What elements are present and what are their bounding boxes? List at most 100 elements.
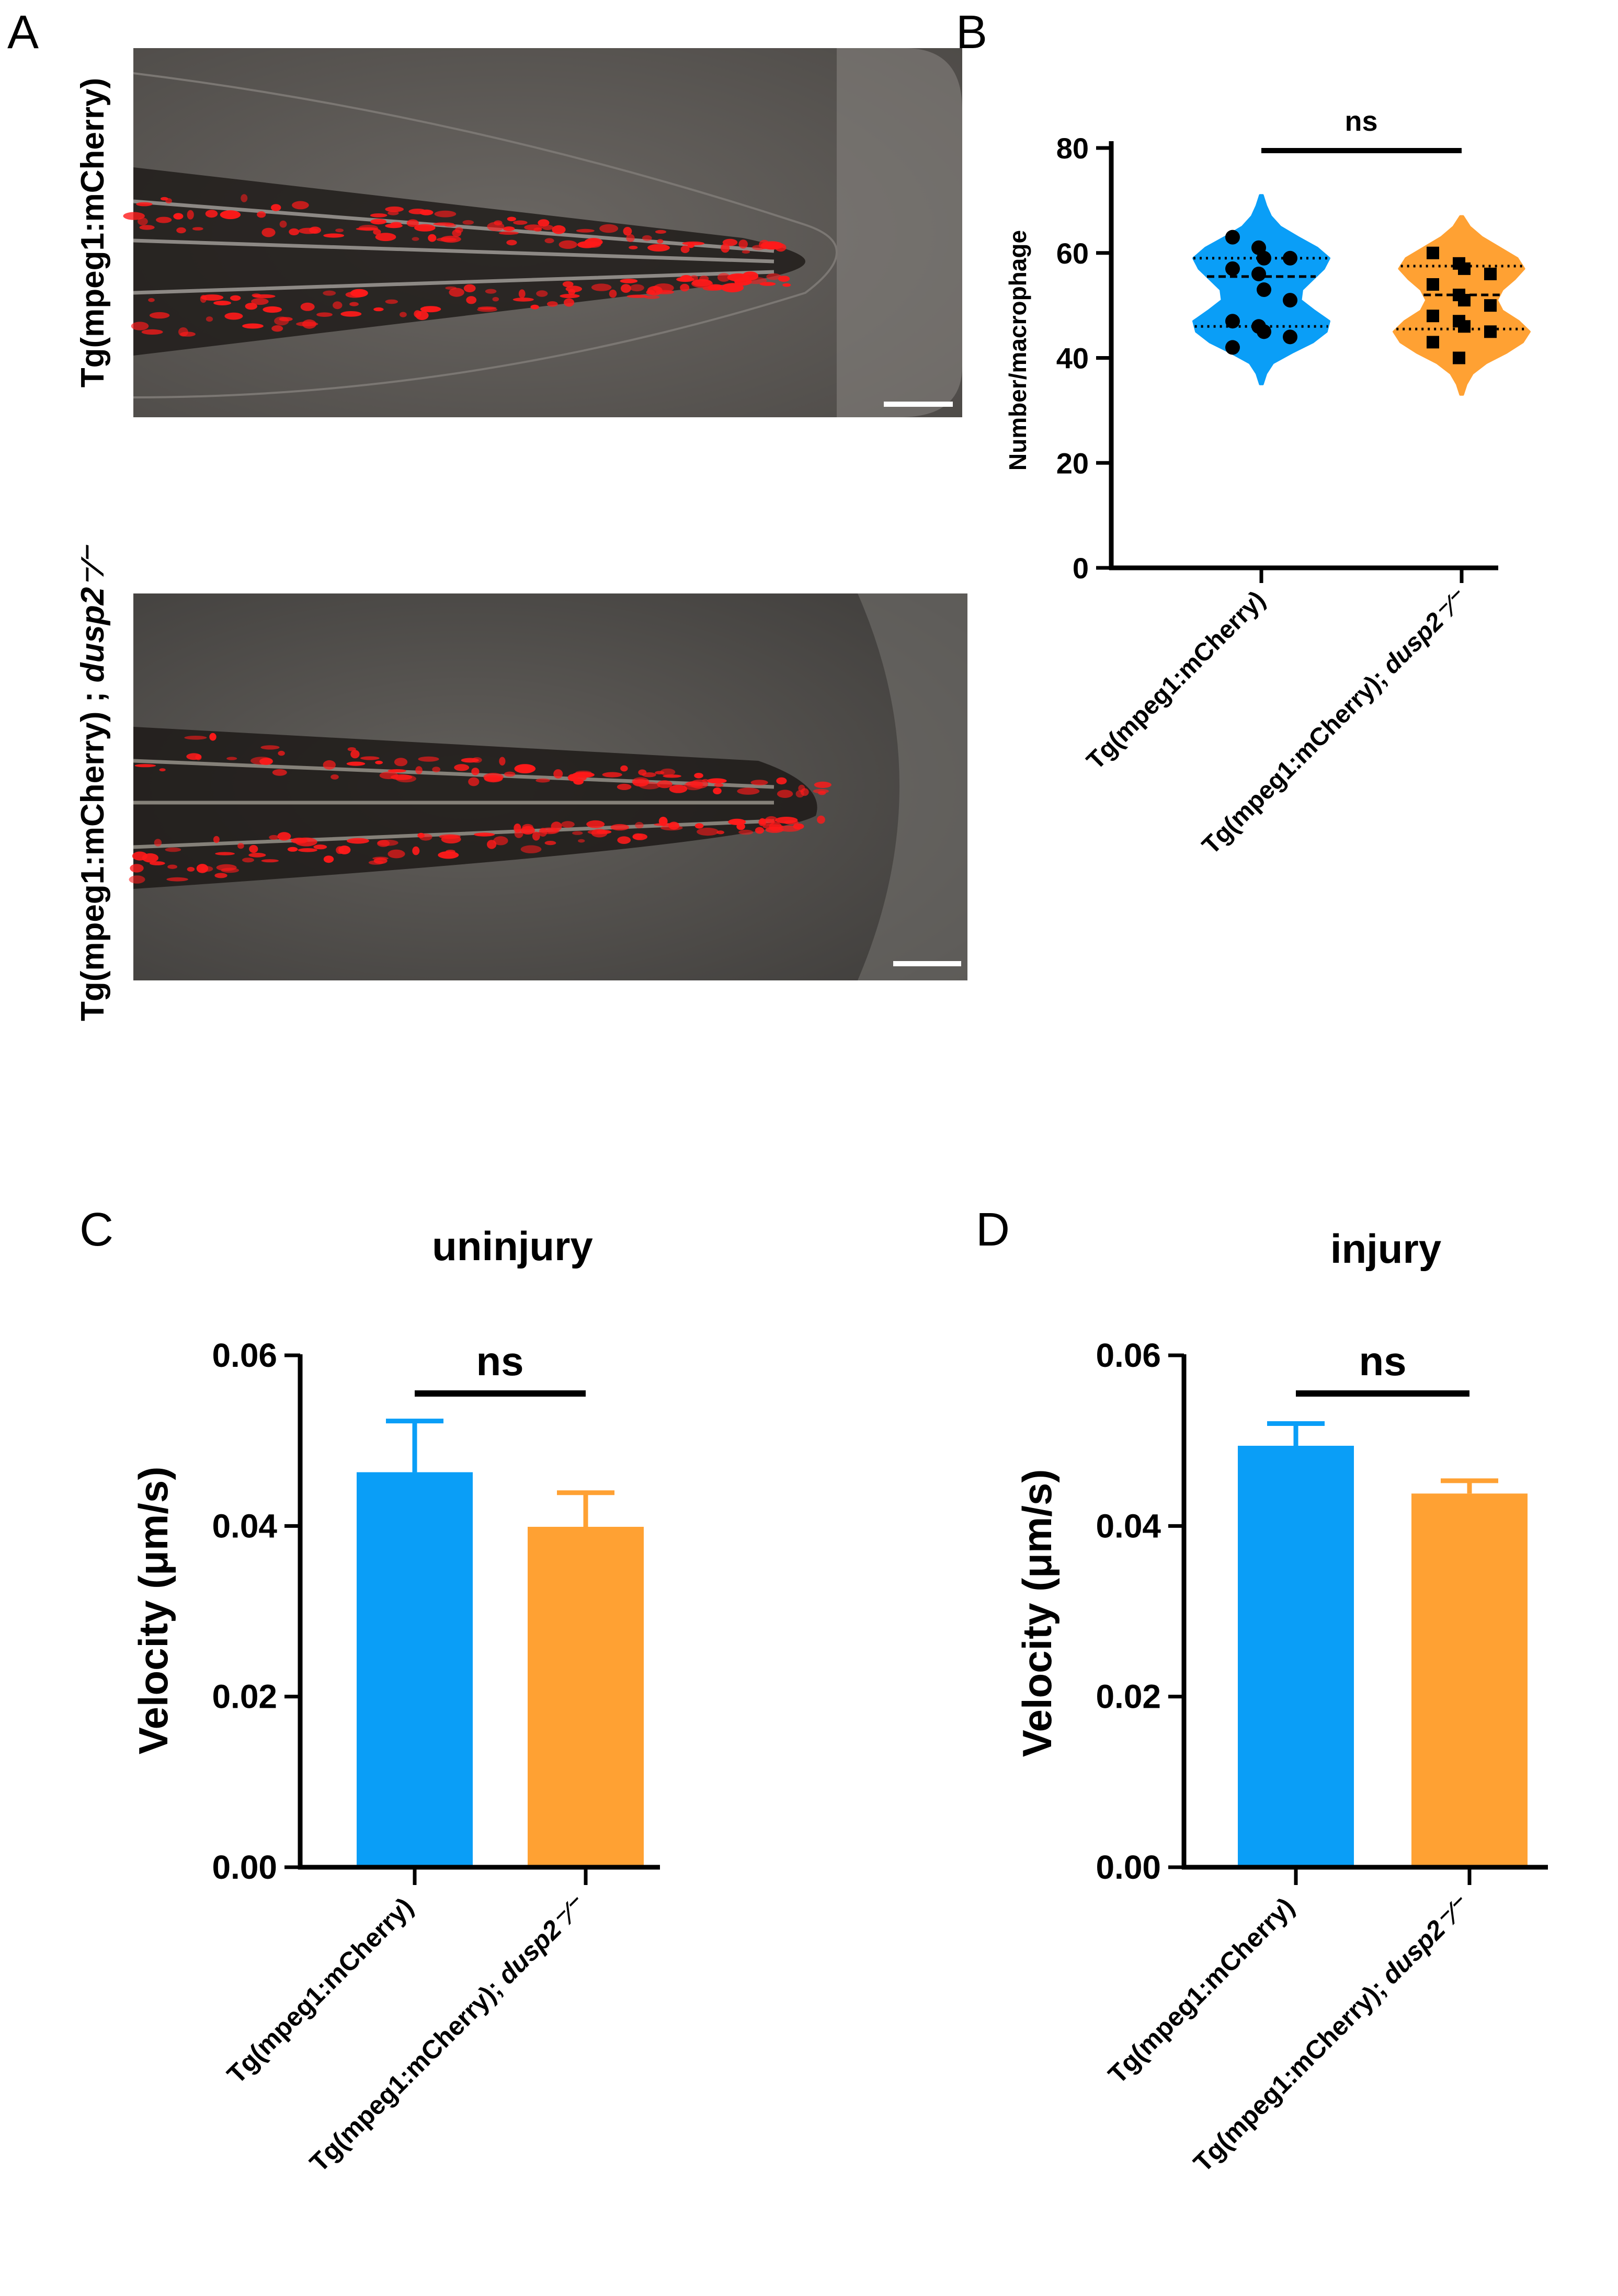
macrophage-spot	[220, 210, 241, 220]
macrophage-spot	[346, 761, 366, 766]
macrophage-spot	[609, 289, 617, 298]
macrophage-spot	[428, 234, 437, 242]
macrophage-spot	[544, 841, 556, 846]
chart-b: 0 20 40 60 80 Number/macrophage ns Tg(mpeg1:…	[1004, 106, 1531, 860]
category-label: Tg(mpeg1:mCherry); dusp2⁻∕⁻	[1188, 1890, 1475, 2178]
row-label-wildtype: Tg(mpeg1:mCherry)	[75, 78, 111, 388]
bar	[528, 1526, 644, 1867]
macrophage-spot	[717, 273, 731, 282]
macrophage-spot	[484, 775, 503, 783]
macrophage-spot	[196, 864, 209, 873]
macrophage-spot	[713, 787, 722, 795]
macrophage-spot	[441, 835, 461, 844]
macrophage-spot	[814, 781, 831, 788]
y-axis-label: Velocity (μm/s)	[1014, 1469, 1060, 1757]
macrophage-spot	[136, 202, 153, 207]
macrophage-spot	[375, 233, 396, 242]
macrophage-spot	[750, 780, 768, 785]
macrophage-spot	[518, 289, 526, 299]
macrophage-spot	[655, 230, 667, 234]
macrophage-spot	[205, 210, 218, 218]
macrophage-spot	[544, 238, 554, 244]
bar	[357, 1472, 473, 1867]
macrophage-spot	[129, 875, 145, 884]
macrophage-spot	[187, 210, 194, 220]
macrophage-spot	[647, 244, 670, 252]
macrophage-spot	[192, 227, 203, 231]
macrophage-spot	[358, 225, 378, 231]
macrophage-spot	[139, 225, 155, 230]
macrophage-spot	[394, 758, 408, 767]
data-point	[1283, 329, 1297, 345]
macrophage-spot	[535, 778, 550, 783]
significance-label: ns	[1359, 1338, 1406, 1384]
macrophage-spot	[765, 816, 778, 823]
macrophage-spot	[817, 815, 825, 824]
macrophage-spot	[251, 298, 269, 305]
macrophage-spot	[532, 831, 540, 841]
macrophage-spot	[559, 240, 577, 249]
data-point	[1484, 325, 1497, 338]
macrophage-spot	[350, 750, 360, 759]
macrophage-spot	[620, 279, 638, 283]
macrophage-spot	[562, 281, 574, 288]
macrophage-spot	[271, 204, 281, 211]
macrophage-spot	[620, 765, 628, 772]
category-label: Tg(mpeg1:mCherry); dusp2⁻∕⁻	[304, 1890, 591, 2178]
macrophage-spot	[638, 769, 647, 775]
macrophage-spot	[563, 298, 575, 307]
macrophage-spot	[206, 316, 213, 322]
macrophage-spot	[226, 757, 237, 760]
macrophage-spot	[248, 852, 266, 858]
macrophage-spot	[463, 284, 476, 292]
data-point	[1453, 351, 1465, 364]
macrophage-spot	[420, 306, 441, 313]
macrophage-spot	[180, 332, 196, 337]
macrophage-spot	[487, 840, 497, 849]
macrophage-spot	[335, 229, 344, 233]
macrophage-spot	[296, 322, 318, 327]
macrophage-spot	[660, 768, 676, 776]
macrophage-spot	[360, 756, 380, 760]
macrophage-signal	[129, 733, 831, 884]
macrophage-spot	[323, 233, 345, 238]
macrophage-spot	[390, 774, 413, 780]
macrophage-spot	[455, 227, 463, 233]
data-point	[1458, 294, 1471, 307]
macrophage-spot	[130, 864, 144, 873]
macrophage-spot	[200, 294, 207, 303]
macrophage-spot	[263, 306, 282, 313]
macrophage-spot	[347, 838, 369, 844]
macrophage-spot	[156, 216, 172, 223]
macrophage-spot	[586, 820, 605, 828]
macrophage-spot	[214, 873, 227, 878]
macrophage-spot	[260, 745, 280, 750]
macrophage-spot	[215, 852, 235, 855]
macrophage-spot	[462, 220, 474, 225]
macrophage-spot	[546, 301, 558, 307]
macrophage-spot	[349, 302, 359, 306]
macrophage-spot	[656, 290, 674, 294]
macrophage-spot	[388, 849, 405, 859]
macrophage-spot	[485, 289, 497, 294]
macrophage-spot	[699, 276, 709, 282]
data-point	[1251, 266, 1266, 281]
macrophage-spot	[632, 833, 647, 840]
macrophage-spot	[610, 824, 629, 831]
chart-title: uninjury	[432, 1223, 593, 1269]
macrophage-spot	[738, 829, 754, 835]
macrophage-spot	[782, 283, 791, 287]
y-tick-label: 20	[1056, 447, 1089, 479]
macrophage-spot	[572, 772, 595, 778]
macrophage-spot	[536, 290, 548, 297]
data-point	[1458, 320, 1471, 333]
macrophage-spot	[375, 760, 383, 764]
macrophage-spot	[702, 286, 720, 291]
macrophage-spot	[385, 223, 403, 229]
macrophage-spot	[694, 773, 703, 779]
macrophage-spot	[370, 219, 387, 225]
macrophage-spot	[737, 787, 760, 795]
macrophage-spot	[477, 306, 497, 310]
significance-label: ns	[1344, 106, 1377, 137]
macrophage-spot	[471, 768, 480, 775]
